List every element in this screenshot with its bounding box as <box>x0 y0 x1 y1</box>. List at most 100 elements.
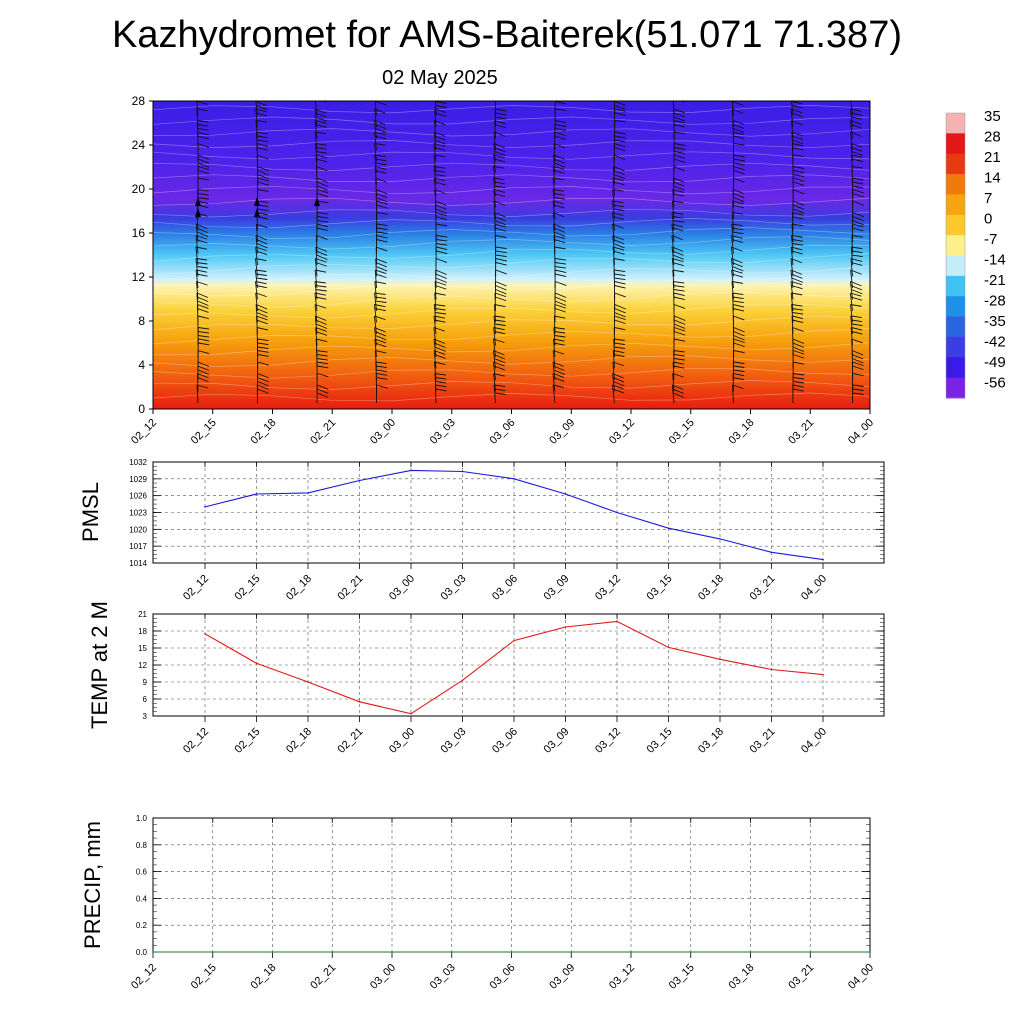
wind-barb <box>791 131 794 151</box>
wind-barb-flag <box>314 304 327 309</box>
wind-barb-flag <box>316 185 329 191</box>
wind-barb <box>671 246 675 266</box>
wind-barb-flag <box>315 147 327 150</box>
y-tick-label: 1029 <box>129 475 147 484</box>
wind-barb <box>671 235 675 254</box>
wind-barb-flag <box>256 243 268 249</box>
y-tick-label: 0.8 <box>136 841 148 850</box>
wind-barb-flag <box>852 185 864 189</box>
series-point <box>513 478 515 480</box>
wind-barb-flag <box>257 346 269 350</box>
wind-barb <box>790 258 794 277</box>
wind-barb-flag <box>674 331 686 336</box>
wind-barb-flag <box>553 369 566 375</box>
wind-barb <box>671 384 675 404</box>
wind-barb-flag <box>792 338 805 344</box>
wind-barb-flag <box>315 116 327 122</box>
wind-barb-flag <box>614 101 626 106</box>
wind-barb-flag <box>554 246 566 250</box>
x-tick-label: 02_15 <box>189 962 219 992</box>
y-tick-label: 0.0 <box>136 948 148 957</box>
wind-barb-flag <box>554 304 566 309</box>
y-tick-label: 0.6 <box>136 868 148 877</box>
wind-barb-flag <box>733 193 745 199</box>
wind-barb <box>493 212 496 231</box>
wind-barb <box>911 362 912 380</box>
contour-lines <box>153 105 870 402</box>
wind-barb-flag <box>732 373 745 377</box>
wind-barb-flag <box>851 235 863 238</box>
wind-barb <box>611 384 615 404</box>
wind-barb-flag <box>315 250 328 256</box>
wind-barb-flag <box>793 166 805 169</box>
wind-barb-flag <box>255 285 267 289</box>
contour-line <box>153 279 870 297</box>
wind-barb-flag <box>613 350 625 354</box>
wind-barb <box>254 269 258 289</box>
colorbar-swatch <box>946 174 965 195</box>
series-point <box>461 470 464 473</box>
y-tick-label: 3 <box>143 712 148 721</box>
y-tick-label: 12 <box>132 270 146 284</box>
wind-barb-flag <box>672 189 684 193</box>
wind-barb <box>672 373 675 392</box>
wind-barb-flag <box>493 147 506 153</box>
wind-barb <box>375 258 377 277</box>
wind-barb-flag <box>198 335 210 338</box>
wind-barb-flag <box>255 112 268 117</box>
wind-barb-flag <box>912 267 923 269</box>
wind-barb-flag <box>494 392 506 396</box>
x-tick-label: 04_00 <box>799 726 829 756</box>
wind-barb-flag <box>375 162 387 166</box>
wind-barb-flag <box>196 273 208 277</box>
wind-barb-flag <box>493 327 505 331</box>
wind-barb <box>315 327 318 346</box>
contour-line <box>153 315 870 331</box>
wind-barb-flag <box>317 220 329 223</box>
wind-barb-flag <box>674 151 686 154</box>
wind-barb-flag <box>436 239 448 242</box>
wind-barb-flag <box>791 292 803 296</box>
wind-barb-flag <box>910 132 921 136</box>
wind-barb-flag <box>731 239 744 243</box>
wind-barb-flag <box>315 315 327 321</box>
wind-barb-flag <box>553 154 565 160</box>
wind-barb-flag <box>435 258 448 263</box>
wind-barb-flag <box>672 384 684 390</box>
wind-barb-flag <box>553 158 566 164</box>
x-tick-label: 04_00 <box>846 962 876 992</box>
wind-barb-flag <box>434 181 446 186</box>
wind-barb-flag <box>256 131 268 135</box>
wind-barb-flag <box>493 189 505 193</box>
wind-barb-flag <box>673 361 685 365</box>
wind-barb-flag <box>732 292 744 296</box>
x-tick-label: 03_06 <box>490 726 520 756</box>
wind-barb-flag <box>911 129 922 131</box>
wind-barb <box>493 189 496 208</box>
wind-barb-flag <box>553 204 565 209</box>
wind-barb-flag <box>792 346 805 352</box>
wind-barb-flag <box>493 384 506 388</box>
wind-barb <box>849 120 853 139</box>
wind-barb-flag <box>196 101 208 105</box>
series-point <box>570 951 573 953</box>
colorbar-label: 21 <box>984 149 1001 166</box>
contour-line <box>153 328 870 345</box>
series-point <box>211 951 214 953</box>
wind-barb-flag <box>495 258 507 262</box>
x-tick-label: 03_00 <box>387 726 417 756</box>
wind-barb-flag <box>434 361 446 366</box>
wind-barb-flag <box>256 212 269 216</box>
wind-barb-flag <box>436 243 448 246</box>
wind-pennant <box>314 197 320 206</box>
wind-barb-flag <box>613 354 625 358</box>
wind-barb <box>374 281 377 300</box>
wind-barb <box>790 246 794 266</box>
wind-barb <box>255 120 258 139</box>
wind-barb-flag <box>434 312 447 315</box>
wind-barb-flag <box>316 166 328 172</box>
wind-barb-flag <box>554 262 566 265</box>
wind-barb-flag <box>375 166 387 170</box>
wind-barb-flag <box>911 270 922 273</box>
wind-barb-flag <box>674 315 686 321</box>
